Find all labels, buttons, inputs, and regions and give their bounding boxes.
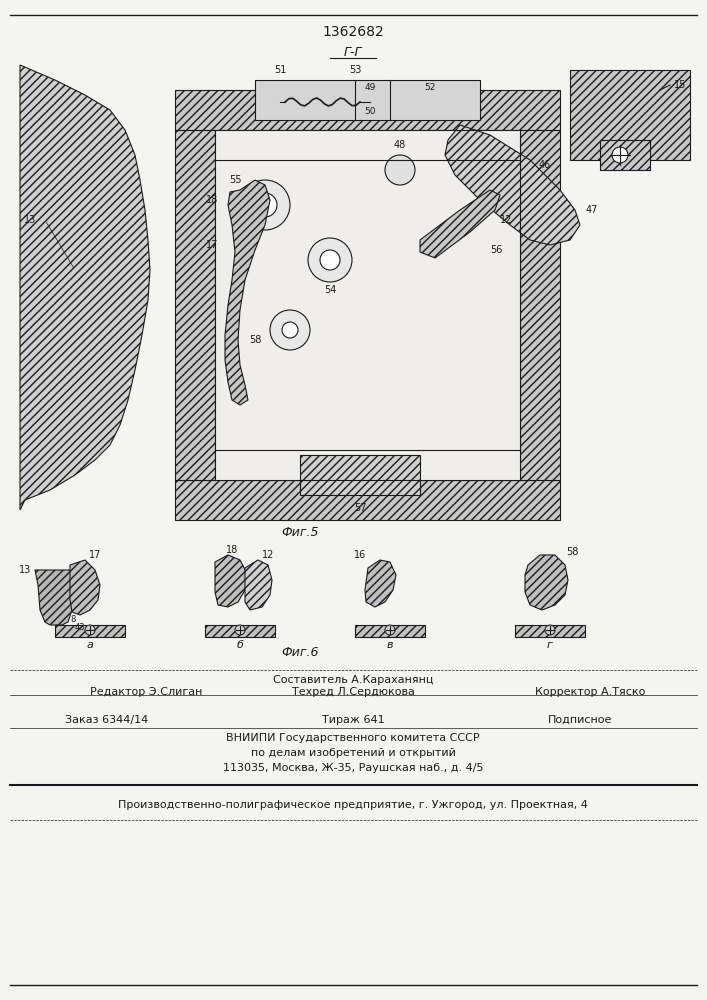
Polygon shape (245, 560, 272, 610)
Text: 56: 56 (490, 245, 503, 255)
Text: 52: 52 (424, 84, 436, 93)
Polygon shape (525, 555, 568, 610)
Polygon shape (300, 455, 420, 495)
Text: 16: 16 (354, 550, 366, 560)
Polygon shape (255, 80, 480, 120)
Text: Фиг.6: Фиг.6 (281, 646, 319, 658)
Circle shape (545, 625, 555, 635)
Circle shape (385, 155, 415, 185)
Text: 46: 46 (539, 160, 551, 170)
Polygon shape (515, 625, 585, 637)
Polygon shape (600, 140, 650, 170)
Text: 57: 57 (354, 503, 366, 513)
Text: 13: 13 (24, 215, 36, 225)
Text: 58: 58 (566, 547, 578, 557)
Text: Техред Л.Сердюкова: Техред Л.Сердюкова (291, 687, 414, 697)
Text: 58: 58 (249, 335, 261, 345)
Polygon shape (20, 65, 690, 520)
Text: 55: 55 (229, 175, 241, 185)
Polygon shape (420, 190, 500, 258)
Text: 15: 15 (674, 80, 686, 90)
Polygon shape (55, 625, 125, 637)
Text: 53: 53 (349, 65, 361, 75)
Text: в: в (387, 640, 393, 650)
Text: 12: 12 (262, 550, 274, 560)
Circle shape (240, 180, 290, 230)
Polygon shape (175, 130, 215, 480)
Polygon shape (70, 560, 100, 615)
Circle shape (253, 193, 277, 217)
Circle shape (85, 625, 95, 635)
Text: Подписное: Подписное (548, 715, 612, 725)
Text: 47: 47 (586, 205, 598, 215)
Text: Фиг.5: Фиг.5 (281, 526, 319, 538)
Text: Г-Г: Г-Г (344, 45, 362, 58)
Text: 43: 43 (75, 622, 86, 632)
Polygon shape (570, 70, 690, 160)
Text: Тираж 641: Тираж 641 (322, 715, 385, 725)
Circle shape (270, 310, 310, 350)
Text: 17: 17 (89, 550, 101, 560)
Text: Заказ 6344/14: Заказ 6344/14 (65, 715, 148, 725)
Text: 8: 8 (70, 615, 76, 624)
Polygon shape (20, 65, 150, 510)
Polygon shape (445, 125, 580, 245)
Text: ВНИИПИ Государственного комитета СССР: ВНИИПИ Государственного комитета СССР (226, 733, 480, 743)
Text: 50: 50 (364, 107, 375, 116)
Circle shape (282, 322, 298, 338)
Text: Составитель А.Караханянц: Составитель А.Караханянц (273, 675, 433, 685)
Polygon shape (365, 560, 396, 607)
Circle shape (385, 625, 395, 635)
Text: 51: 51 (274, 65, 286, 75)
Text: 13: 13 (19, 565, 31, 575)
Polygon shape (205, 625, 275, 637)
Polygon shape (225, 180, 270, 405)
Circle shape (308, 238, 352, 282)
Polygon shape (35, 570, 75, 625)
Text: 54: 54 (324, 285, 337, 295)
Text: Корректор А.Тяско: Корректор А.Тяско (534, 687, 645, 697)
Text: 18: 18 (226, 545, 238, 555)
Text: г: г (547, 640, 553, 650)
Text: Производственно-полиграфическое предприятие, г. Ужгород, ул. Проектная, 4: Производственно-полиграфическое предприя… (118, 800, 588, 810)
Circle shape (612, 147, 628, 163)
Text: 18: 18 (206, 195, 218, 205)
Text: а: а (86, 640, 93, 650)
Text: Редактор Э.Слиган: Редактор Э.Слиган (90, 687, 202, 697)
Text: 17: 17 (206, 240, 218, 250)
Text: 1362682: 1362682 (322, 25, 384, 39)
Polygon shape (520, 130, 560, 480)
Polygon shape (355, 625, 425, 637)
Circle shape (320, 250, 340, 270)
Text: 48: 48 (394, 140, 406, 150)
Circle shape (235, 625, 245, 635)
Text: по делам изобретений и открытий: по делам изобретений и открытий (250, 748, 455, 758)
Text: 12: 12 (500, 215, 513, 225)
Text: б: б (237, 640, 243, 650)
Polygon shape (215, 555, 248, 607)
Text: 49: 49 (364, 84, 375, 93)
Text: 113035, Москва, Ж-35, Раушская наб., д. 4/5: 113035, Москва, Ж-35, Раушская наб., д. … (223, 763, 484, 773)
Polygon shape (215, 130, 520, 480)
Polygon shape (175, 480, 560, 520)
Polygon shape (175, 90, 560, 130)
